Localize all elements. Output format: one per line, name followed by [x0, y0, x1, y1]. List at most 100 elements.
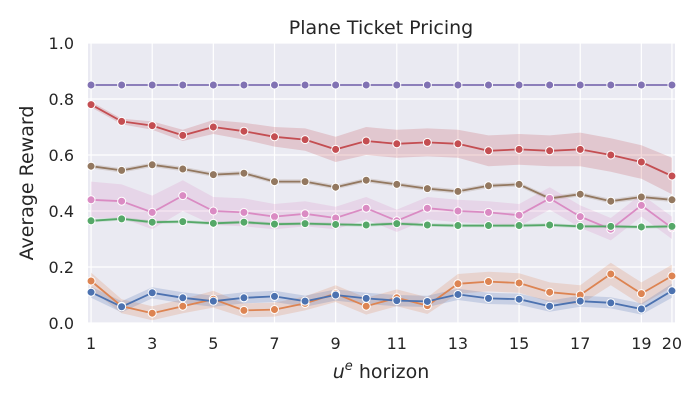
data-point	[117, 116, 127, 126]
data-point	[361, 175, 371, 185]
x-tick-label: 20	[662, 334, 682, 353]
series-line	[91, 194, 673, 231]
data-point	[208, 206, 218, 216]
x-axis-title-sup: e	[345, 359, 353, 374]
data-point	[636, 192, 646, 202]
data-point	[178, 217, 188, 227]
x-tick-labels: 1 3 5 7 9 11 13 15 17 19 20	[86, 334, 682, 353]
data-point	[361, 203, 371, 213]
data-point	[361, 80, 371, 90]
data-point	[208, 296, 218, 306]
x-tick-label: 11	[387, 334, 407, 353]
x-tick-label: 13	[448, 334, 468, 353]
data-point	[178, 130, 188, 140]
data-point	[269, 80, 279, 90]
data-point	[147, 121, 157, 131]
data-point	[86, 100, 96, 110]
confidence-band	[91, 101, 672, 195]
data-point	[117, 80, 127, 90]
series-line	[91, 217, 672, 228]
data-point	[300, 219, 310, 229]
data-point	[606, 196, 616, 206]
data-point	[636, 222, 646, 232]
data-point	[514, 179, 524, 189]
data-point	[484, 146, 494, 156]
confidence-band	[91, 180, 672, 241]
data-point	[422, 137, 432, 147]
data-point	[636, 289, 646, 299]
series-line	[90, 272, 673, 315]
data-point	[361, 220, 371, 230]
x-tick-label: 9	[331, 334, 341, 353]
data-point	[514, 294, 524, 304]
data-point	[422, 203, 432, 213]
data-point	[392, 139, 402, 149]
data-point	[606, 298, 616, 308]
data-point	[239, 293, 249, 303]
data-point	[484, 181, 494, 191]
data-point	[178, 80, 188, 90]
data-point	[86, 276, 96, 286]
data-point	[422, 80, 432, 90]
data-point	[117, 214, 127, 224]
data-point	[300, 135, 310, 145]
data-point	[86, 161, 96, 171]
data-point	[484, 293, 494, 303]
data-point	[147, 217, 157, 227]
series-line	[90, 163, 672, 203]
data-point	[239, 126, 249, 136]
data-point	[667, 195, 677, 205]
data-point	[667, 286, 677, 296]
data-point	[147, 80, 157, 90]
x-tick-label: 1	[86, 334, 96, 353]
chart-title: Plane Ticket Pricing	[289, 17, 473, 39]
data-point	[208, 122, 218, 132]
data-point	[453, 279, 463, 289]
data-point	[178, 293, 188, 303]
data-point	[147, 160, 157, 170]
x-tick-label: 17	[570, 334, 590, 353]
y-tick-label: 0.2	[49, 258, 74, 277]
y-tick-label: 0.0	[49, 314, 74, 333]
data-point	[86, 287, 96, 297]
data-point	[392, 219, 402, 229]
data-point	[606, 269, 616, 279]
data-point	[147, 207, 157, 217]
data-point	[667, 171, 677, 181]
data-point	[208, 170, 218, 180]
data-point	[239, 80, 249, 90]
data-point	[422, 296, 432, 306]
data-point	[667, 221, 677, 231]
data-point	[545, 193, 555, 203]
x-axis-title-main: u	[333, 361, 345, 383]
x-tick-label: 15	[509, 334, 529, 353]
data-point	[484, 221, 494, 231]
data-point	[514, 80, 524, 90]
data-point	[484, 80, 494, 90]
data-point	[300, 177, 310, 187]
data-point	[575, 212, 585, 222]
data-point	[514, 144, 524, 154]
x-tick-label: 5	[208, 334, 218, 353]
data-point	[331, 80, 341, 90]
data-point	[575, 221, 585, 231]
data-point	[453, 186, 463, 196]
data-point	[331, 144, 341, 154]
data-point	[606, 80, 616, 90]
data-point	[392, 296, 402, 306]
data-point	[147, 288, 157, 298]
data-point	[239, 217, 249, 227]
data-point	[117, 196, 127, 206]
series-line	[90, 290, 673, 310]
data-point	[392, 80, 402, 90]
data-point	[392, 179, 402, 189]
data-point	[545, 80, 555, 90]
data-point	[239, 305, 249, 315]
data-point	[361, 293, 371, 303]
data-point	[208, 80, 218, 90]
data-point	[269, 305, 279, 315]
data-point	[178, 301, 188, 311]
data-point	[178, 191, 188, 201]
data-point	[514, 221, 524, 231]
data-point	[269, 212, 279, 222]
